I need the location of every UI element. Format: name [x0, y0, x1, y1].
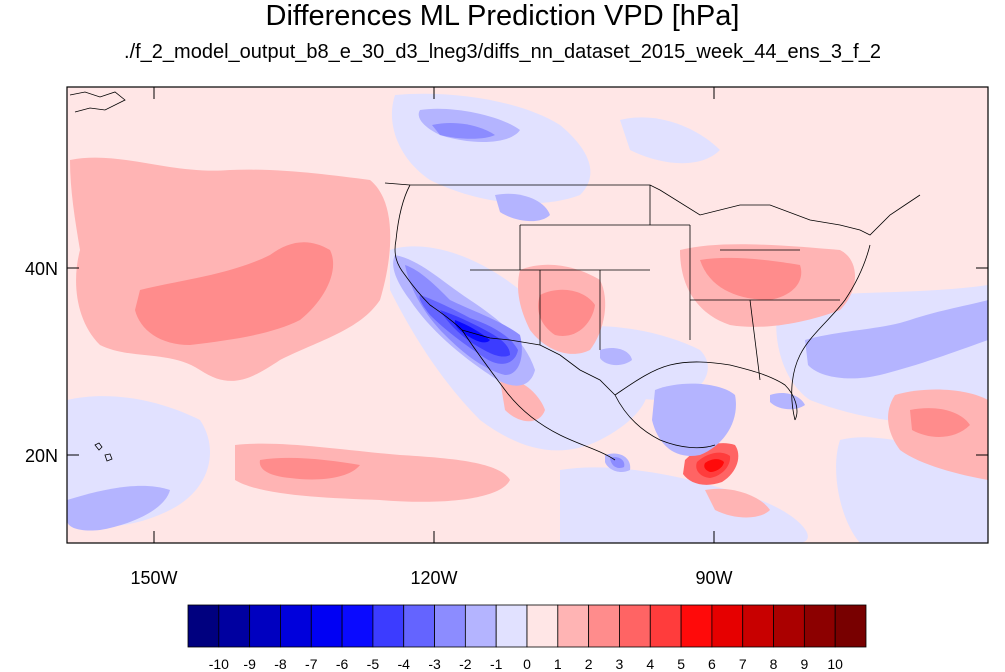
colorbar-swatch: [249, 604, 281, 648]
colorbar-label: -7: [305, 656, 318, 672]
lat-label-20n: 20N: [25, 446, 58, 466]
colorbar-swatch: [187, 604, 220, 648]
colorbar-swatch: [680, 604, 713, 648]
map-subtitle: ./f_2_model_output_b8_e_30_d3_lneg3/diff…: [124, 41, 881, 63]
colorbar-label: 0: [523, 656, 531, 672]
colorbar-label: -9: [243, 656, 256, 672]
northern-border: [384, 182, 921, 236]
colorbar-swatch: [403, 604, 435, 648]
state-lines: [470, 185, 840, 381]
colorbar-label: 5: [677, 656, 685, 672]
colorbar-swatch: [834, 604, 867, 648]
colorbar-label: -4: [398, 656, 411, 672]
colorbar-swatch: [803, 604, 836, 648]
colorbar-swatch: [434, 604, 466, 648]
colorbar-swatch: [495, 604, 528, 648]
lon-label-150w: 150W: [130, 568, 177, 588]
positive-anomaly-light: [70, 157, 988, 518]
colorbar-swatch: [526, 604, 559, 648]
colorbar-swatch: [557, 604, 590, 648]
colorbar-label: 9: [800, 656, 808, 672]
colorbar-label: 8: [770, 656, 778, 672]
colorbar-swatch: [310, 604, 343, 648]
colorbar-label: 3: [616, 656, 624, 672]
axis-ticks: [67, 87, 988, 543]
lat-label-40n: 40N: [25, 259, 58, 279]
colorbar-label: -6: [336, 656, 349, 672]
colorbar-label: 10: [827, 656, 843, 672]
positive-anomaly-medium: [135, 242, 970, 480]
colorbar-label: -2: [459, 656, 472, 672]
colorbar-swatch: [341, 604, 374, 648]
map-field: [67, 87, 988, 543]
lon-label-120w: 120W: [410, 568, 457, 588]
colorbar-swatch: [280, 604, 312, 648]
colorbar-swatch: [464, 604, 497, 648]
gulf-coast: [614, 361, 798, 421]
negative-anomaly-extreme: [454, 320, 490, 343]
colorbar-label: -1: [490, 656, 503, 672]
mexico-border: [461, 329, 616, 396]
colorbar-label: -8: [274, 656, 287, 672]
hawaii: [94, 442, 113, 462]
colorbar: -10 -9 -8 -7 -6 -5 -4 -3 -2 -1 0 1 2 3 4 5 6 7 8 9 10: [187, 604, 867, 672]
boundaries: [69, 91, 921, 462]
colorbar-label: -3: [428, 656, 441, 672]
colorbar-swatch: [773, 604, 805, 648]
lon-label-90w: 90W: [695, 568, 732, 588]
colorbar-label: -10: [209, 656, 229, 672]
colorbar-swatch: [619, 604, 651, 648]
colorbar-swatch: [711, 604, 744, 648]
map-frame: [66, 86, 989, 544]
mexico-gulf-coast: [614, 394, 716, 449]
map-title: Differences ML Prediction VPD [hPa]: [265, 0, 740, 32]
colorbar-swatch: [649, 604, 682, 648]
alaska-coast: [69, 91, 126, 113]
colorbar-swatch: [742, 604, 774, 648]
colorbar-label: 2: [585, 656, 593, 672]
baja-mexico-coast: [461, 329, 616, 461]
colorbar-label: 7: [739, 656, 747, 672]
colorbar-label: 1: [554, 656, 562, 672]
colorbar-label: 6: [708, 656, 716, 672]
colorbar-label: 4: [646, 656, 654, 672]
west-coast: [394, 184, 463, 331]
colorbar-swatch: [588, 604, 620, 648]
colorbar-swatch: [218, 604, 251, 648]
colorbar-label: -5: [367, 656, 380, 672]
east-coast: [791, 244, 871, 421]
colorbar-swatch: [372, 604, 405, 648]
